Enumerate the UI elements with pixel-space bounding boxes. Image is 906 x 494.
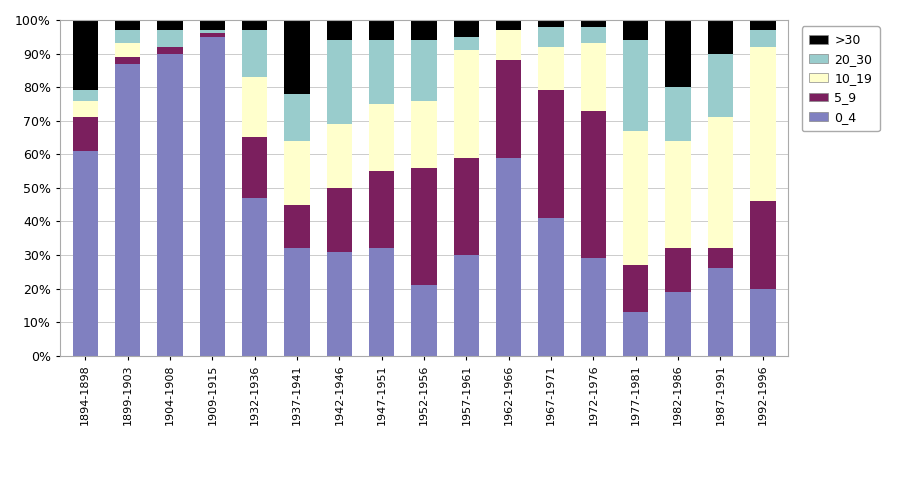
Bar — [750, 20, 776, 30]
Bar — [623, 131, 649, 265]
Bar — [411, 20, 437, 40]
Bar — [72, 20, 98, 90]
Bar — [581, 43, 606, 111]
Bar — [327, 188, 352, 251]
Bar — [327, 251, 352, 356]
Bar — [538, 27, 564, 47]
Bar — [115, 57, 140, 64]
Bar — [708, 118, 733, 248]
Bar — [284, 205, 310, 248]
Bar — [454, 50, 479, 158]
Bar — [199, 37, 225, 356]
Bar — [623, 20, 649, 40]
Bar — [623, 265, 649, 312]
Bar — [750, 30, 776, 47]
Bar — [72, 151, 98, 356]
Bar — [284, 248, 310, 356]
Bar — [115, 30, 140, 43]
Bar — [623, 312, 649, 356]
Bar — [581, 111, 606, 258]
Bar — [72, 118, 98, 151]
Bar — [750, 288, 776, 356]
Bar — [242, 77, 267, 137]
Bar — [369, 40, 394, 104]
Bar — [411, 167, 437, 285]
Bar — [242, 30, 267, 77]
Bar — [158, 30, 183, 47]
Bar — [242, 20, 267, 30]
Bar — [496, 60, 522, 158]
Bar — [623, 40, 649, 131]
Bar — [496, 158, 522, 356]
Bar — [158, 47, 183, 53]
Bar — [72, 90, 98, 101]
Bar — [158, 53, 183, 356]
Bar — [158, 20, 183, 30]
Bar — [750, 201, 776, 288]
Bar — [454, 37, 479, 50]
Bar — [454, 20, 479, 37]
Bar — [284, 20, 310, 94]
Bar — [538, 218, 564, 356]
Bar — [411, 285, 437, 356]
Bar — [750, 47, 776, 201]
Bar — [369, 248, 394, 356]
Bar — [369, 171, 394, 248]
Bar — [496, 20, 522, 30]
Bar — [72, 101, 98, 118]
Bar — [242, 198, 267, 356]
Bar — [581, 27, 606, 43]
Bar — [665, 20, 691, 87]
Bar — [199, 30, 225, 34]
Bar — [115, 43, 140, 57]
Bar — [242, 137, 267, 198]
Bar — [454, 255, 479, 356]
Bar — [411, 40, 437, 101]
Bar — [665, 141, 691, 248]
Bar — [284, 94, 310, 141]
Bar — [369, 20, 394, 40]
Bar — [708, 248, 733, 268]
Bar — [327, 40, 352, 124]
Bar — [665, 87, 691, 141]
Bar — [199, 34, 225, 37]
Bar — [538, 90, 564, 218]
Bar — [115, 64, 140, 356]
Bar — [708, 53, 733, 118]
Bar — [538, 47, 564, 90]
Bar — [284, 141, 310, 205]
Bar — [115, 20, 140, 30]
Bar — [665, 248, 691, 292]
Bar — [199, 20, 225, 30]
Bar — [665, 292, 691, 356]
Bar — [411, 101, 437, 167]
Bar — [454, 158, 479, 255]
Bar — [327, 20, 352, 40]
Bar — [581, 20, 606, 27]
Bar — [496, 30, 522, 60]
Bar — [538, 20, 564, 27]
Bar — [327, 124, 352, 188]
Legend: >30, 20_30, 10_19, 5_9, 0_4: >30, 20_30, 10_19, 5_9, 0_4 — [802, 26, 880, 131]
Bar — [581, 258, 606, 356]
Bar — [708, 20, 733, 53]
Bar — [708, 268, 733, 356]
Bar — [369, 104, 394, 171]
